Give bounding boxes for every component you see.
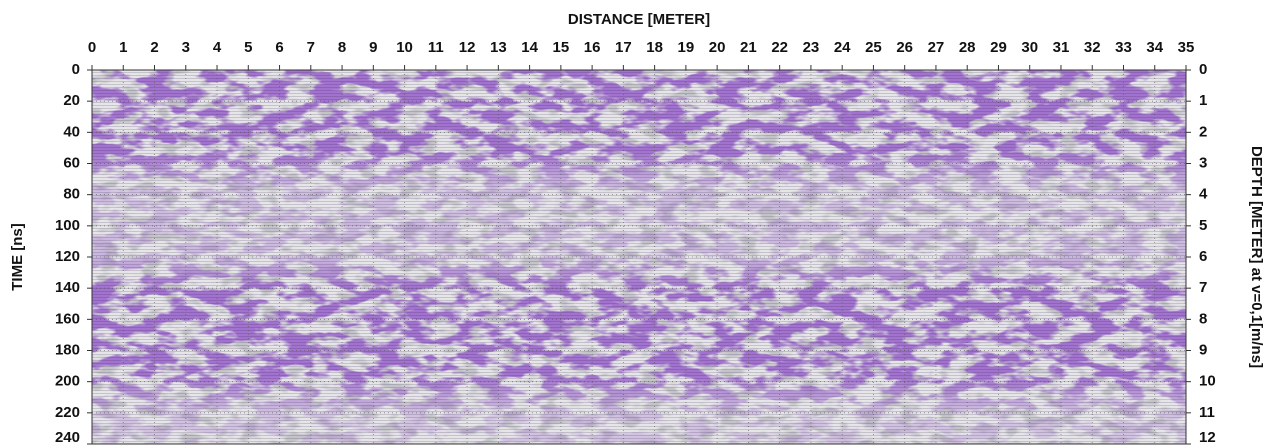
x-tick-label: 8 (338, 39, 346, 56)
y2-tick-label: 6 (1199, 248, 1207, 265)
y2-tick-label: 0 (1199, 61, 1207, 78)
y-axis-title: TIME [ns] (9, 223, 26, 291)
x-tick-label: 32 (1084, 39, 1101, 56)
x-tick-label: 24 (834, 39, 851, 56)
x-tick-label: 12 (459, 39, 476, 56)
y2-tick-label: 11 (1199, 404, 1215, 421)
x-tick-label: 19 (678, 39, 695, 56)
y-tick-label: 180 (55, 341, 80, 358)
x-tick-label: 10 (396, 39, 413, 56)
chart: DISTANCE [METER] TIME [ns] DEPTH [METER]… (0, 0, 1272, 448)
y2-tick-label: 2 (1199, 123, 1207, 140)
x-tick-label: 21 (740, 39, 757, 56)
x-tick-label: 0 (88, 39, 96, 56)
y-tick-label: 20 (63, 92, 80, 109)
y-tick-label: 200 (55, 373, 80, 390)
x-tick-label: 9 (369, 39, 377, 56)
x-tick-label: 17 (615, 39, 632, 56)
x-tick-label: 3 (182, 39, 190, 56)
x-tick-label: 4 (213, 39, 222, 56)
x-tick-label: 1 (119, 39, 127, 56)
x-tick-label: 35 (1178, 39, 1195, 56)
x-tick-label: 15 (553, 39, 570, 56)
y-tick-label: 60 (63, 154, 80, 171)
x-tick-label: 20 (709, 39, 726, 56)
x-tick-label: 6 (275, 39, 283, 56)
x-tick-label: 16 (584, 39, 601, 56)
y2-tick-label: 10 (1199, 373, 1216, 390)
x-tick-label: 28 (959, 39, 976, 56)
x-tick-label: 33 (1115, 39, 1132, 56)
y-tick-label: 140 (55, 279, 80, 296)
x-tick-label: 5 (244, 39, 252, 56)
y-tick-label: 220 (55, 404, 80, 421)
y2-tick-label: 5 (1199, 217, 1207, 234)
x-tick-label: 22 (771, 39, 788, 56)
x-tick-label: 30 (1021, 39, 1038, 56)
x-tick-label: 7 (307, 39, 315, 56)
y-tick-label: 240 (55, 429, 80, 446)
y-tick-label: 120 (55, 248, 80, 265)
x-tick-label: 27 (928, 39, 945, 56)
y2-tick-label: 9 (1199, 341, 1207, 358)
x-tick-label: 23 (803, 39, 820, 56)
x-tick-label: 26 (896, 39, 913, 56)
y2-axis-title: DEPTH [METER] at v=0,1[m/ns] (1248, 146, 1265, 368)
y2-tick-label: 4 (1199, 186, 1208, 203)
x-tick-label: 29 (990, 39, 1007, 56)
x-tick-label: 11 (428, 39, 444, 56)
x-tick-label: 14 (521, 39, 538, 56)
x-tick-label: 2 (150, 39, 158, 56)
page: {"chart_data": {"type": "radargram", "xl… (0, 0, 1272, 448)
x-tick-label: 31 (1053, 39, 1070, 56)
y2-tick-label: 3 (1199, 154, 1207, 171)
x-tick-label: 18 (646, 39, 663, 56)
x-axis-title: DISTANCE [METER] (568, 11, 710, 28)
x-tick-label: 25 (865, 39, 882, 56)
y-tick-label: 100 (55, 217, 80, 234)
x-tick-label: 13 (490, 39, 507, 56)
y-tick-label: 40 (63, 123, 80, 140)
y-tick-label: 80 (63, 186, 80, 203)
x-tick-label: 34 (1146, 39, 1163, 56)
y2-tick-label: 1 (1199, 92, 1207, 109)
y2-tick-label: 12 (1199, 429, 1216, 446)
y-tick-label: 160 (55, 310, 80, 327)
y2-tick-label: 8 (1199, 310, 1207, 327)
y2-tick-label: 7 (1199, 279, 1207, 296)
y-tick-label: 0 (72, 61, 80, 78)
